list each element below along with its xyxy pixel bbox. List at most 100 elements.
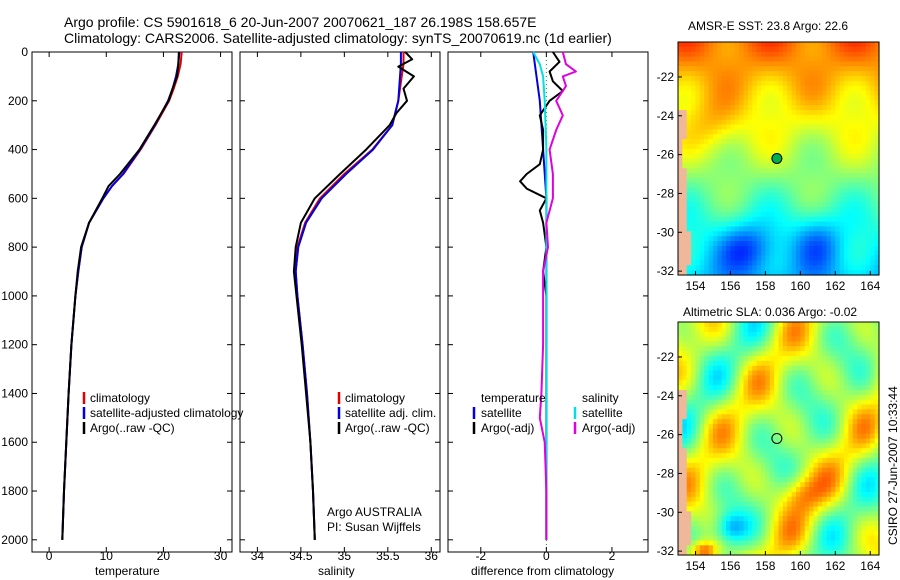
- sla-map-cell: [682, 360, 688, 367]
- sla-map-cell: [835, 453, 841, 459]
- sla-map-cell: [691, 428, 697, 435]
- sla-map-cell: [761, 511, 766, 517]
- sst-map-cell: [734, 177, 740, 184]
- sla-map-cell: [848, 457, 854, 464]
- sla-map-cell: [721, 491, 727, 498]
- sla-map-cell: [752, 506, 758, 512]
- sst-map-cell: [739, 231, 745, 237]
- sla-map-cell: [695, 336, 701, 343]
- sla-map-cell: [769, 477, 775, 483]
- sst-map-cell: [835, 129, 841, 135]
- sla-map-cell: [822, 331, 828, 338]
- sst-map-cell: [691, 80, 697, 87]
- sla-map-cell: [699, 414, 705, 420]
- sla-map-cell: [704, 482, 710, 488]
- sla-map-cell: [870, 530, 876, 537]
- sla-map-cell: [817, 545, 823, 551]
- sst-map-cell: [782, 270, 788, 276]
- sst-map-cell: [857, 143, 863, 150]
- sla-map-cell: [743, 355, 749, 362]
- sst-map-cell: [717, 158, 723, 164]
- sla-map-cell: [708, 428, 714, 435]
- sst-map-cell: [704, 250, 710, 257]
- sla-map-cell: [778, 496, 784, 503]
- sst-map-cell: [752, 124, 758, 130]
- sla-map-cell: [699, 511, 705, 517]
- sst-map-cell: [769, 260, 775, 266]
- sla-map-cell: [734, 399, 740, 406]
- sla-map-cell: [870, 351, 876, 357]
- sla-map-cell: [787, 404, 793, 410]
- sla-map-cell: [704, 380, 710, 386]
- sla-map-cell: [778, 385, 784, 391]
- sst-map-cell: [739, 105, 745, 111]
- sst-map-cell: [747, 207, 753, 213]
- sla-map-cell: [800, 326, 806, 333]
- sla-map-cell: [726, 355, 732, 362]
- sst-map-cell: [752, 46, 758, 53]
- sla-map-cell: [870, 535, 876, 542]
- sla-map-cell: [791, 550, 797, 556]
- sla-map-cell: [861, 525, 867, 532]
- sst-map-cell: [708, 192, 714, 198]
- sla-map-cell: [830, 540, 836, 546]
- sst-map-cell: [857, 216, 863, 223]
- sst-map-cell: [743, 105, 749, 111]
- sst-map-cell: [730, 182, 736, 189]
- sst-map-cell: [865, 202, 871, 208]
- sla-map-cell: [739, 326, 745, 333]
- sst-map-cell: [769, 270, 775, 276]
- sst-map-cell: [704, 51, 710, 58]
- sla-map-cell: [769, 511, 775, 517]
- sla-map-cell: [730, 414, 736, 420]
- sst-map-cell: [852, 80, 858, 87]
- sla-map-cell: [712, 370, 718, 376]
- sla-map-cell: [782, 472, 788, 478]
- sla-map-cell: [865, 448, 871, 454]
- sst-map-cell: [839, 192, 845, 198]
- sla-map-cell: [682, 448, 688, 454]
- sla-map-cell: [822, 375, 828, 381]
- sla-map-title: Altimetric SLA: 0.036 Argo: -0.02: [683, 305, 857, 319]
- sst-map-cell: [769, 100, 775, 106]
- sst-map-cell: [708, 182, 714, 189]
- sla-map-cell: [734, 467, 740, 474]
- sla-map-cell: [804, 501, 810, 508]
- sla-map-cell: [752, 370, 758, 376]
- sst-map-cell: [774, 226, 780, 232]
- sst-map-cell: [861, 90, 867, 96]
- sst-map-cell: [756, 114, 762, 121]
- sst-map-cell: [695, 119, 701, 126]
- sst-map-cell: [704, 66, 710, 72]
- sla-map-cell: [791, 496, 797, 503]
- sla-map-cell: [857, 521, 863, 527]
- sla-map-cell: [857, 326, 863, 333]
- sla-map-cell: [682, 355, 688, 362]
- sst-map-cell: [830, 255, 836, 262]
- sla-map-cell: [726, 433, 732, 440]
- sla-map-cell: [717, 482, 723, 488]
- sla-map-cell: [852, 521, 858, 527]
- sst-map-cell: [791, 250, 797, 257]
- sla-map-cell: [870, 545, 876, 551]
- sst-map-cell: [852, 255, 858, 262]
- sst-map-cell: [747, 153, 753, 160]
- sla-map-cell: [804, 409, 810, 415]
- sla-map-cell: [778, 365, 784, 372]
- sla-map-cell: [743, 525, 749, 532]
- sst-map-cell: [804, 163, 810, 169]
- sla-map-cell: [712, 365, 718, 372]
- sst-map-cell: [774, 197, 780, 203]
- sla-map-cell: [857, 472, 863, 478]
- sla-map-cell: [830, 472, 836, 478]
- sla-map-cell: [778, 550, 784, 556]
- sst-map-cell: [782, 75, 788, 82]
- sst-map-cell: [844, 134, 850, 140]
- sst-map-cell: [857, 255, 863, 262]
- sla-map-cell: [726, 385, 732, 391]
- sst-map-cell: [699, 207, 705, 213]
- sst-map-cell: [791, 71, 797, 77]
- sla-map-cell: [857, 545, 863, 551]
- sla-map-cell: [857, 346, 863, 352]
- sla-map-cell: [774, 355, 780, 362]
